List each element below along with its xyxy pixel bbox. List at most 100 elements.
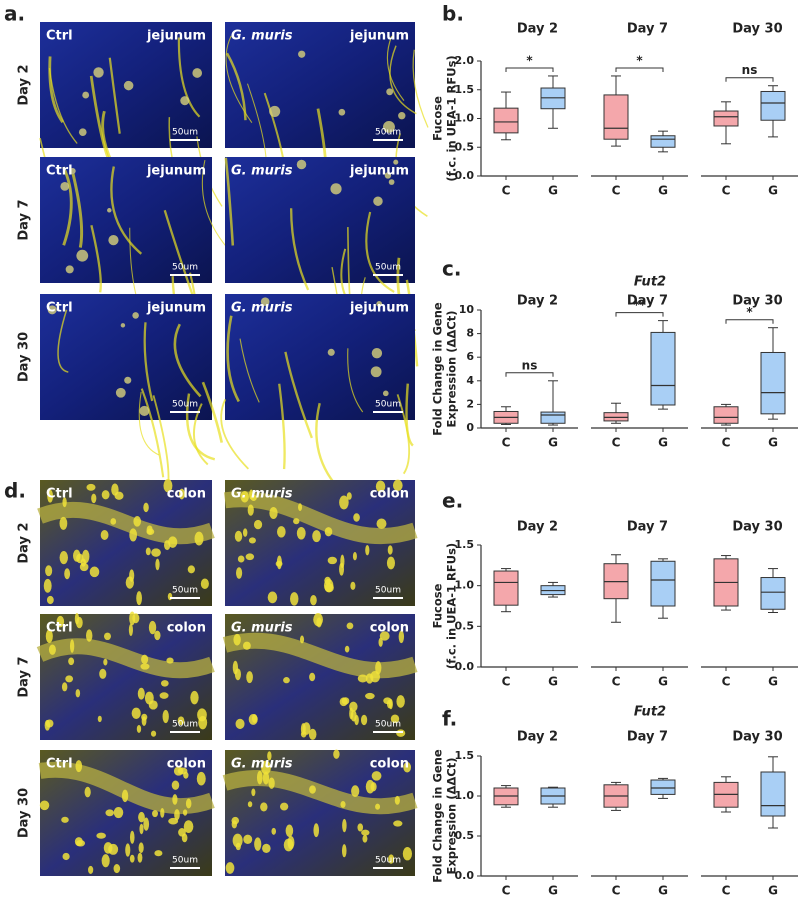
goblet-cell (159, 692, 169, 699)
goblet-cell (141, 716, 147, 726)
micrograph: G. muris colon 50um (222, 613, 418, 740)
goblet-cell (75, 760, 83, 773)
goblet-cell (152, 810, 158, 818)
goblet-cell (128, 623, 133, 636)
group-title: Day 30 (732, 520, 782, 535)
goblet-cell (160, 808, 165, 818)
image-panels: a. Day 2 Ctrl jejunum 50um G. muris jejunum 50u… (4, 2, 429, 876)
tissue-label: jejunum (349, 29, 409, 44)
tissue-fold (177, 37, 201, 118)
goblet-cell (357, 823, 364, 832)
goblet-cell (62, 852, 70, 861)
significance-label: * (746, 305, 753, 319)
cell-dot (120, 323, 126, 328)
micrograph: Ctrl colon 50um (36, 611, 215, 740)
scale-label: 50um (375, 856, 401, 866)
cell-dot (384, 172, 392, 179)
group-title: Day 7 (627, 22, 668, 37)
box-chart: b. Fucose (f.c. in UEA-1 RFUs)0.0 0.5 1.0 1.5… (431, 2, 798, 198)
y-axis-label: Fold Change in Gene (431, 749, 445, 883)
goblet-cell (146, 528, 155, 535)
panel-letter: b. (442, 2, 464, 26)
goblet-cell (403, 762, 412, 773)
goblet-cell (86, 483, 96, 491)
cell-dot (139, 405, 150, 417)
y-axis-label: Fucose (431, 583, 445, 628)
goblet-cell (237, 555, 245, 563)
goblet-cell (344, 645, 350, 653)
x-tick-label: G (658, 436, 668, 450)
goblet-cell (316, 617, 322, 628)
goblet-cell (97, 715, 102, 723)
goblet-cell (160, 680, 169, 687)
tissue-fold (201, 160, 228, 248)
goblet-cell (234, 668, 241, 681)
x-tick-label: C (722, 675, 731, 689)
tissue-label: colon (167, 487, 206, 502)
goblet-cell (375, 803, 381, 810)
box-chart: f. Fut2 Fold Change in Gene Expression (ΔΔC… (431, 705, 798, 898)
goblet-cell (340, 554, 345, 569)
goblet-cell (309, 785, 316, 794)
goblet-cell (280, 802, 289, 811)
cell-dot (76, 249, 89, 262)
cell-dot (269, 105, 281, 117)
box (603, 94, 629, 140)
charts: b.Fucose (f.c. in UEA-1 RFUs)0.00.51.01.5… (431, 2, 798, 898)
goblet-cell (183, 820, 194, 833)
group-title: Day 30 (732, 22, 782, 37)
group-label: G. muris (231, 29, 293, 44)
significance-bracket (505, 372, 554, 377)
muscle-band (37, 502, 215, 545)
x-tick-label: C (502, 884, 511, 898)
cell-dot (47, 305, 57, 315)
goblet-cell (105, 809, 114, 817)
y-tick-label: 2.0 (455, 54, 475, 67)
goblet-cell (283, 677, 290, 684)
goblet-cell (352, 552, 357, 561)
micrograph: G. muris jejunum 50um (225, 22, 429, 217)
y-tick-label: 0.0 (455, 169, 475, 182)
group-label: Ctrl (46, 621, 73, 636)
goblet-cell (371, 771, 382, 781)
box (650, 560, 676, 607)
cell-dot (123, 80, 134, 91)
goblet-cell (233, 633, 241, 646)
micrograph: Ctrl colon 50um (37, 479, 215, 606)
goblet-cell (178, 488, 185, 500)
x-tick-label: C (502, 675, 511, 689)
goblet-cell (129, 830, 135, 844)
goblet-cell (312, 530, 321, 543)
cell-dot (107, 208, 112, 213)
group-title: Day 30 (732, 294, 782, 309)
box (650, 331, 676, 406)
y-tick-label: 2 (466, 397, 474, 410)
goblet-cell (110, 518, 117, 525)
group-label: G. muris (231, 301, 293, 316)
tissue-label: jejunum (146, 164, 206, 179)
goblet-cell (375, 480, 386, 493)
group-title: Day 7 (627, 294, 668, 309)
goblet-cell (298, 503, 303, 511)
goblet-cell (276, 555, 282, 570)
goblet-cell (61, 682, 68, 692)
goblet-cell (62, 497, 67, 508)
significance-bracket (725, 77, 774, 82)
goblet-cell (200, 578, 209, 590)
group-title: Day 7 (627, 730, 668, 745)
y-axis-label: (f.c. in UEA-1 RFUs) (445, 55, 459, 181)
micrograph: Ctrl colon 50um (38, 750, 215, 876)
muscle-band (36, 638, 215, 679)
goblet-cell (197, 708, 207, 722)
goblet-cell (386, 556, 396, 570)
goblet-cell (182, 809, 188, 816)
group-label: G. muris (231, 164, 293, 179)
goblet-cell (309, 672, 316, 682)
goblet-cell (46, 595, 54, 605)
tissue-fold (89, 75, 110, 159)
goblet-cell (194, 531, 204, 546)
goblet-cell (100, 529, 109, 541)
micrograph: G. muris colon 50um (222, 749, 418, 876)
tissue-fold (108, 57, 121, 134)
goblet-cell (45, 629, 53, 644)
